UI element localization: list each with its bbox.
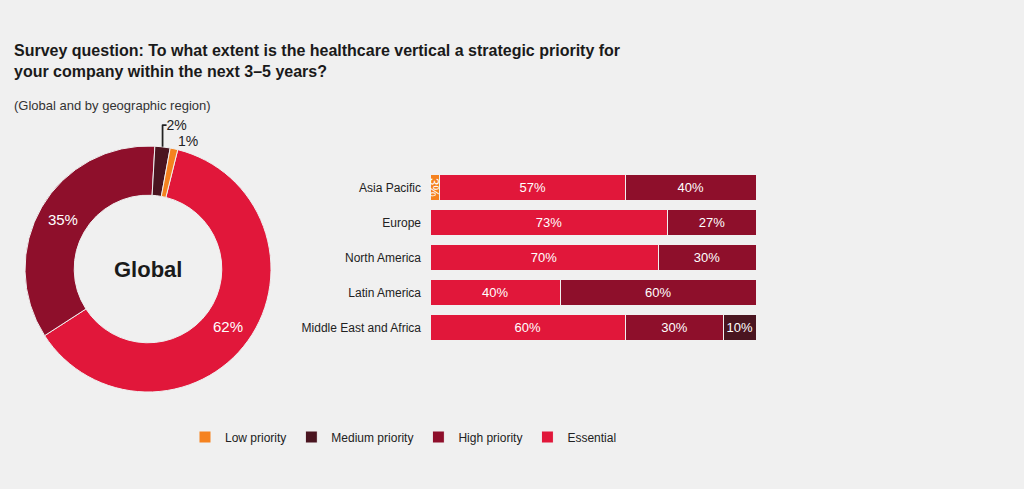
svg-text:62%: 62%: [213, 318, 243, 335]
svg-text:1%: 1%: [178, 133, 198, 149]
svg-text:Asia Pacific: Asia Pacific: [359, 181, 421, 195]
svg-text:60%: 60%: [645, 285, 671, 300]
svg-text:Middle East and Africa: Middle East and Africa: [302, 321, 422, 335]
svg-text:60%: 60%: [515, 320, 541, 335]
svg-text:2%: 2%: [167, 117, 187, 133]
svg-text:Essential: Essential: [567, 431, 616, 445]
svg-text:North America: North America: [345, 251, 421, 265]
svg-text:Global: Global: [114, 257, 182, 282]
svg-text:35%: 35%: [48, 211, 78, 228]
svg-text:Latin America: Latin America: [348, 286, 421, 300]
svg-text:40%: 40%: [678, 180, 704, 195]
svg-text:27%: 27%: [699, 215, 725, 230]
svg-text:High priority: High priority: [458, 431, 522, 445]
svg-text:30%: 30%: [694, 250, 720, 265]
svg-text:Survey question: To what exten: Survey question: To what extent is the h…: [14, 42, 620, 80]
svg-text:3%: 3%: [427, 178, 442, 197]
svg-text:Low priority: Low priority: [225, 431, 286, 445]
svg-text:70%: 70%: [531, 250, 557, 265]
svg-text:40%: 40%: [482, 285, 508, 300]
svg-text:73%: 73%: [536, 215, 562, 230]
svg-text:Medium priority: Medium priority: [331, 431, 413, 445]
svg-text:10%: 10%: [726, 320, 752, 335]
svg-text:(Global and by geographic regi: (Global and by geographic region): [14, 98, 211, 113]
svg-text:Europe: Europe: [382, 216, 421, 230]
svg-text:57%: 57%: [519, 180, 545, 195]
svg-text:30%: 30%: [661, 320, 687, 335]
